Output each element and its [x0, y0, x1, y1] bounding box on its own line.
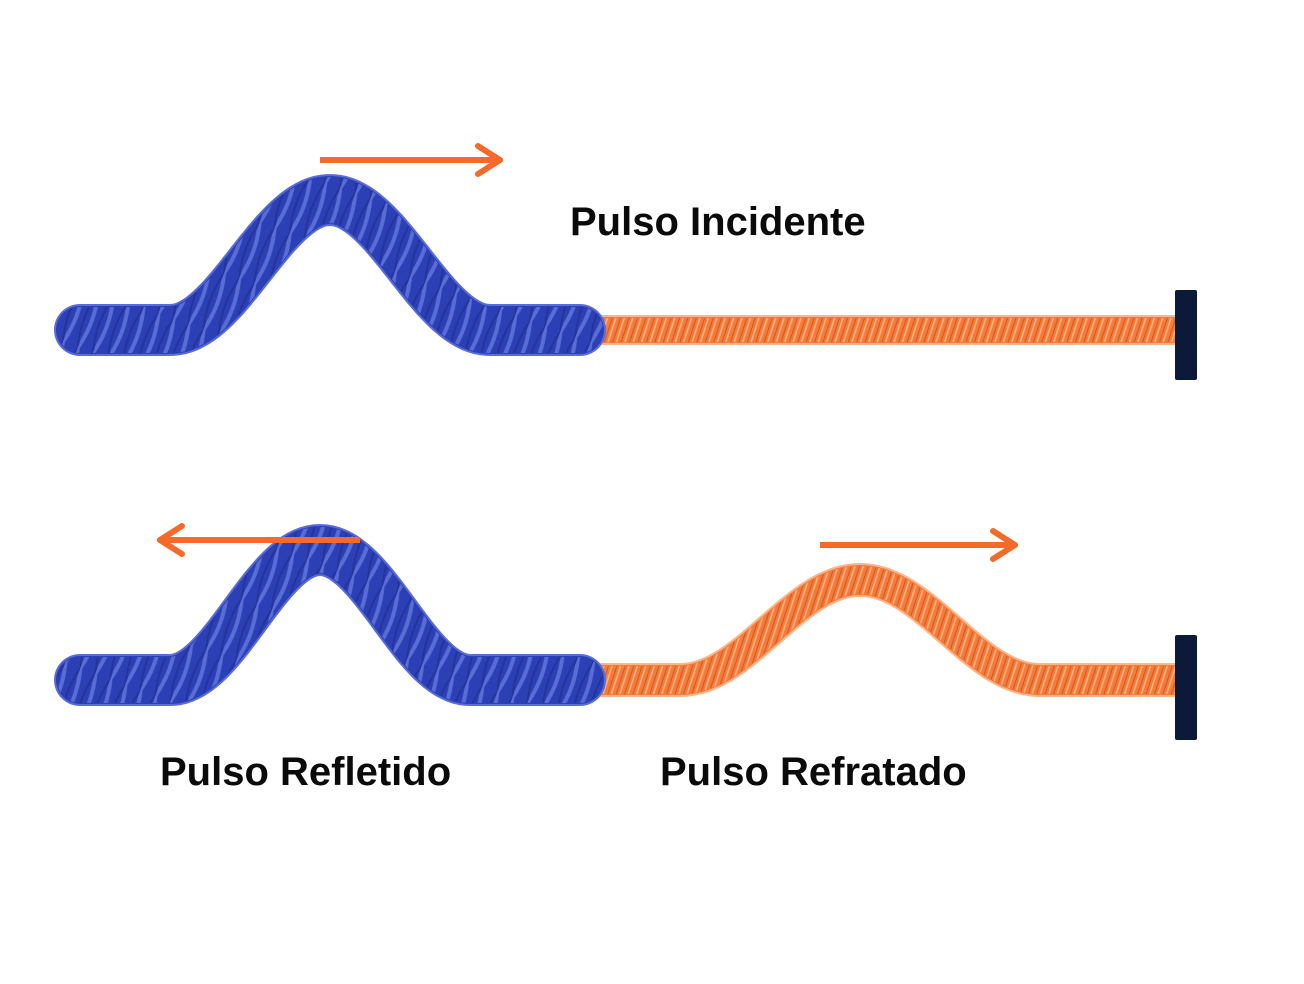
label-refracted: Pulso Refratado [660, 750, 967, 795]
label-incident: Pulso Incidente [570, 200, 866, 245]
label-reflected: Pulso Refletido [160, 750, 451, 795]
wave-pulse-diagram [0, 0, 1304, 984]
